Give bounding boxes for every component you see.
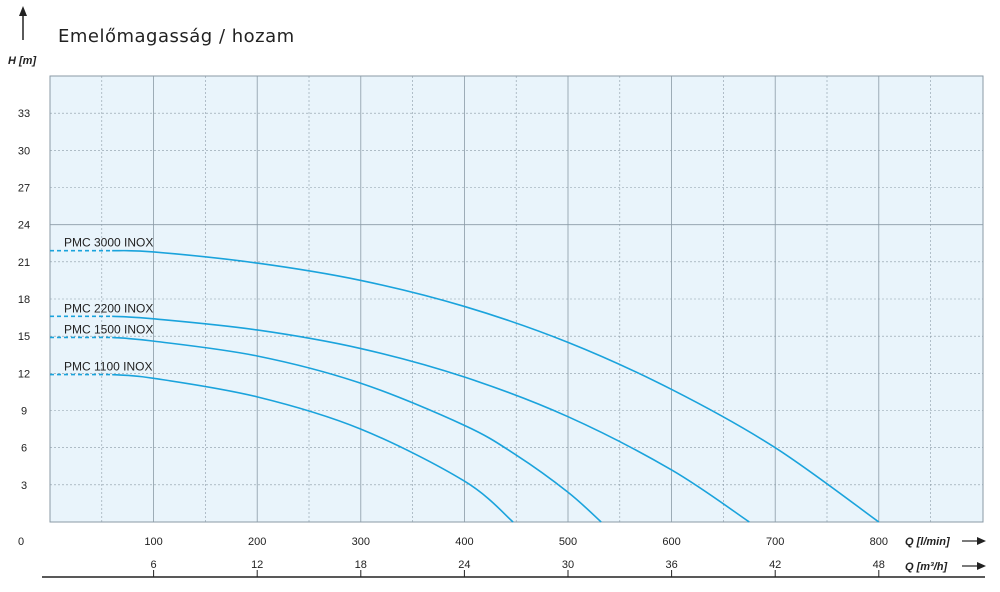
series-label: PMC 3000 INOX [64,236,153,250]
x2-tick-label: 24 [458,559,470,571]
x-tick-labels: 100 200 300 400 500 600 700 800 6 12 18 24 30 36 42 48 [144,536,888,577]
x-tick-label: 300 [352,536,370,548]
x2-tick-label: 48 [873,559,885,571]
x-axis-label: Q [l/min] [905,536,950,548]
series-label: PMC 1500 INOX [64,322,153,336]
series-line [112,315,750,523]
series-label: PMC 1100 INOX [64,360,152,374]
y-axis-label: H [m] [8,55,36,67]
x-tick-label: 200 [248,536,266,548]
y-tick-labels: 3 6 9 12 15 18 21 24 27 30 33 [18,108,30,492]
y-tick-label: 15 [18,331,30,343]
x2-tick-label: 12 [251,559,263,571]
y-tick-label: 18 [18,294,30,306]
series-labels: PMC 3000 INOX PMC 2200 INOX PMC 1500 INOX P… [64,236,153,374]
y-tick-label: 21 [18,257,30,269]
series-line [112,336,602,523]
y-axis-arrow [19,6,27,40]
x2-tick-label: 30 [562,559,574,571]
series-line [112,373,514,523]
x-axis-label-2: Q [m³/h] [905,561,947,573]
x-axis-arrow [962,537,986,545]
x2-tick-label: 6 [151,559,157,571]
x-tick-label: 800 [870,536,888,548]
y-tick-label: 3 [21,480,27,492]
chart-title: Emelőmagasság / hozam [58,26,295,47]
x-tick-label: 600 [662,536,680,548]
y-tick-label: 9 [21,406,27,418]
x2-tick-label: 36 [665,559,677,571]
origin-label: 0 [18,536,24,548]
x2-tick-label: 18 [355,559,367,571]
x2-tick-label: 42 [769,559,781,571]
y-tick-label: 30 [18,145,30,157]
y-tick-label: 24 [18,220,30,232]
y-tick-label: 27 [18,183,30,195]
y-tick-label: 12 [18,368,30,380]
x-tick-label: 100 [144,536,162,548]
x-axis-arrow-2 [962,562,986,570]
curves [50,249,880,523]
y-tick-label: 6 [21,443,27,455]
y-tick-label: 33 [18,108,30,120]
x-tick-label: 700 [766,536,784,548]
series-line [112,249,880,523]
x-tick-label: 400 [455,536,473,548]
x-tick-label: 500 [559,536,577,548]
series-label: PMC 2200 INOX [64,301,153,315]
